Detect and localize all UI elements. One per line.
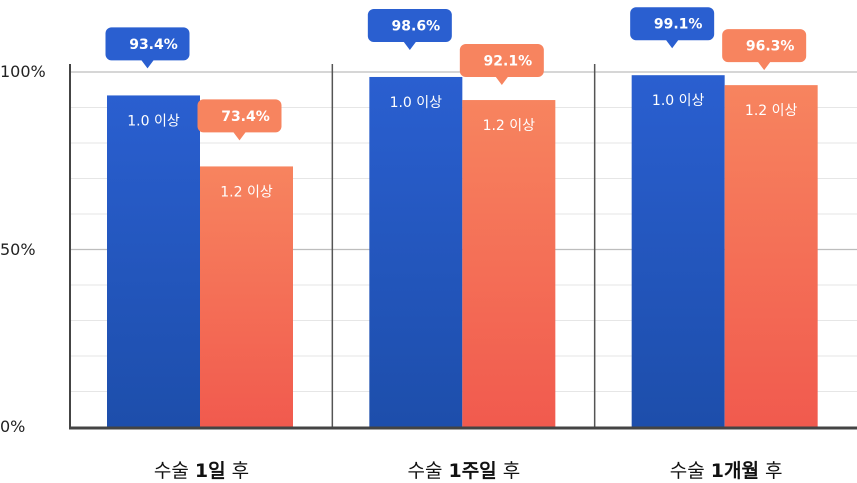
value-bubble xyxy=(367,8,452,50)
y-tick-label: 100% xyxy=(0,62,46,81)
data-label: 96.3% xyxy=(746,39,795,55)
y-tick-label: 0% xyxy=(0,417,26,436)
value-bubble xyxy=(630,7,715,49)
value-bubble xyxy=(722,29,807,71)
data-label: 98.6% xyxy=(392,18,441,34)
bar-series-label: 1.0 이상 xyxy=(390,95,443,111)
data-label: 93.4% xyxy=(129,37,178,53)
bar xyxy=(369,76,463,427)
bar xyxy=(462,100,556,428)
bar-series-label: 1.0 이상 xyxy=(127,113,180,129)
value-bubble xyxy=(197,99,282,141)
x-category-label: 수술 1일 후 xyxy=(153,460,250,482)
bar-series-label: 1.0 이상 xyxy=(652,93,705,109)
bar xyxy=(631,75,725,427)
x-category-label: 수술 1주일 후 xyxy=(407,460,521,482)
bar-series-label: 1.2 이상 xyxy=(483,118,536,134)
data-label: 99.1% xyxy=(654,17,703,33)
bar xyxy=(200,166,293,427)
value-bubble xyxy=(459,44,544,86)
bar xyxy=(724,85,818,427)
value-bubble xyxy=(105,27,190,69)
bar xyxy=(107,95,200,428)
y-tick-label: 50% xyxy=(0,239,36,259)
bar-series-label: 1.2 이상 xyxy=(745,103,798,119)
bar-series-label: 1.2 이상 xyxy=(220,184,273,200)
data-label: 92.1% xyxy=(484,54,533,70)
x-category-label: 수술 1개월 후 xyxy=(669,460,783,482)
data-label: 73.4% xyxy=(221,109,270,125)
